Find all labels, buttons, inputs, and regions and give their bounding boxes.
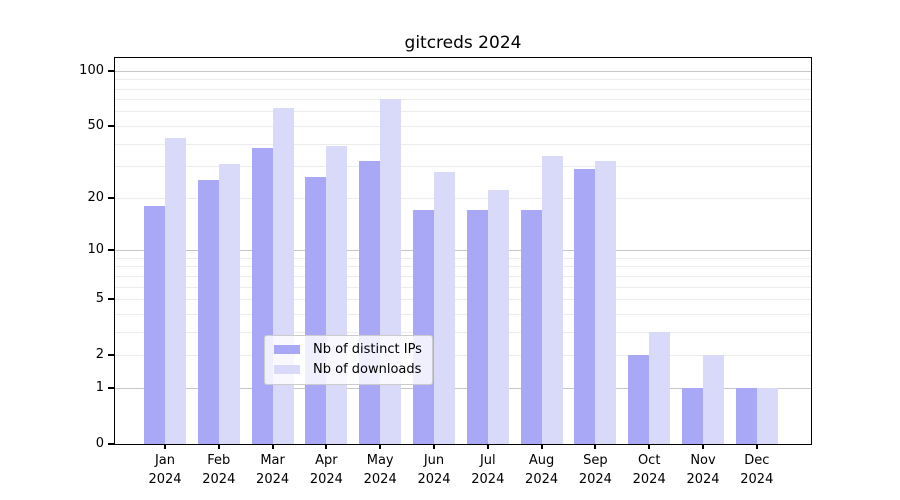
bar-distinct-ips-sep: [574, 168, 596, 444]
x-tick-mark-mar: [271, 445, 274, 449]
gridline-minor-70: [115, 99, 811, 101]
x-tick-label-dec: Dec 2024: [740, 453, 774, 487]
bar-downloads-jul: [487, 190, 509, 444]
bar-distinct-ips-apr: [305, 177, 327, 444]
bar-distinct-ips-nov: [682, 387, 703, 444]
y-tick-mark-2: [108, 354, 114, 357]
gridline-minor-5: [115, 299, 811, 300]
y-tick-label-10: 10: [87, 242, 104, 257]
bar-distinct-ips-jan: [144, 205, 165, 444]
gridline-minor-2: [115, 355, 811, 357]
legend-swatch-downloads: [274, 365, 300, 374]
gridline-minor-50: [115, 125, 811, 127]
gridline-minor-90: [115, 79, 811, 81]
gridline-minor-7: [115, 275, 811, 277]
x-tick-mark-aug: [540, 445, 543, 449]
x-tick-mark-may: [379, 445, 382, 449]
x-tick-label-apr: Apr 2024: [309, 453, 343, 487]
x-tick-mark-jul: [486, 445, 489, 449]
y-tick-mark-0: [108, 443, 114, 445]
bar-distinct-ips-feb: [197, 180, 219, 444]
bar-distinct-ips-jul: [466, 210, 488, 444]
x-tick-label-jul: Jul 2024: [471, 453, 505, 487]
gridline-major-10: [115, 250, 811, 251]
y-tick-mark-10: [108, 249, 114, 251]
y-tick-label-50: 50: [87, 117, 104, 133]
gridline-minor-6: [115, 286, 811, 288]
legend: Nb of distinct IPs Nb of downloads: [264, 335, 433, 385]
gridline-minor-4: [115, 313, 811, 315]
x-tick-label-sep: Sep 2024: [578, 453, 612, 487]
bar-downloads-jan: [165, 137, 186, 444]
bar-distinct-ips-dec: [735, 387, 757, 444]
bar-distinct-ips-may: [359, 161, 381, 444]
x-tick-label-mar: Mar 2024: [256, 453, 290, 487]
gridline-minor-9: [115, 257, 811, 259]
legend-item-distinct-ips: Nb of distinct IPs: [274, 340, 422, 359]
x-tick-label-nov: Nov 2024: [686, 453, 720, 487]
x-tick-label-oct: Oct 2024: [632, 453, 666, 487]
x-tick-label-jun: Jun 2024: [417, 453, 451, 487]
gridline-minor-3: [115, 331, 811, 333]
gridline-minor-20: [115, 197, 811, 199]
bar-downloads-dec: [756, 387, 778, 444]
x-tick-label-jan: Jan 2024: [148, 453, 182, 487]
y-tick-label-100: 100: [79, 62, 104, 78]
x-tick-label-feb: Feb 2024: [202, 453, 236, 487]
legend-label-distinct-ips: Nb of distinct IPs: [313, 342, 422, 357]
gridline-minor-80: [115, 88, 811, 90]
bar-downloads-sep: [595, 161, 617, 444]
x-tick-mark-jan: [164, 445, 166, 449]
y-tick-mark-20: [108, 196, 114, 199]
x-tick-label-aug: Aug 2024: [525, 453, 559, 487]
y-tick-label-1: 1: [95, 379, 104, 395]
y-tick-mark-50: [108, 124, 114, 127]
y-tick-mark-100: [108, 69, 114, 72]
bar-downloads-aug: [541, 156, 563, 444]
bar-distinct-ips-aug: [520, 210, 542, 444]
bar-distinct-ips-mar: [251, 147, 273, 444]
x-tick-label-may: May 2024: [363, 453, 397, 487]
x-tick-mark-feb: [217, 445, 220, 449]
gridline-minor-60: [115, 111, 811, 113]
y-tick-label-20: 20: [87, 189, 104, 205]
x-tick-mark-jun: [433, 445, 435, 449]
bar-downloads-feb: [218, 163, 240, 444]
bar-downloads-oct: [649, 331, 671, 444]
y-tick-label-2: 2: [95, 347, 104, 363]
plot-area: [114, 57, 812, 445]
gridline-major-100: [115, 70, 811, 72]
gridline-minor-30: [115, 166, 811, 168]
bar-distinct-ips-jun: [413, 210, 434, 444]
bar-downloads-nov: [703, 355, 724, 444]
x-tick-mark-oct: [648, 445, 651, 449]
x-tick-mark-nov: [702, 445, 704, 449]
x-tick-mark-dec: [755, 445, 758, 449]
bar-downloads-mar: [272, 107, 294, 444]
x-tick-mark-apr: [325, 445, 328, 449]
bar-downloads-may: [380, 99, 402, 444]
y-tick-mark-1: [108, 386, 114, 389]
chart-title: gitcreds 2024: [404, 33, 522, 53]
gridline-minor-40: [115, 143, 811, 145]
gridline-minor-8: [115, 266, 811, 268]
gridline-major-1: [115, 387, 811, 389]
bar-downloads-jun: [434, 171, 455, 444]
bar-distinct-ips-oct: [628, 355, 650, 444]
y-tick-label-0: 0: [95, 436, 104, 451]
x-tick-mark-sep: [594, 445, 597, 449]
legend-item-downloads: Nb of downloads: [274, 360, 422, 379]
bar-downloads-apr: [326, 145, 348, 444]
legend-swatch-distinct-ips: [274, 345, 300, 354]
y-tick-mark-5: [108, 298, 114, 300]
legend-label-downloads: Nb of downloads: [313, 362, 422, 377]
y-tick-label-5: 5: [95, 291, 104, 306]
